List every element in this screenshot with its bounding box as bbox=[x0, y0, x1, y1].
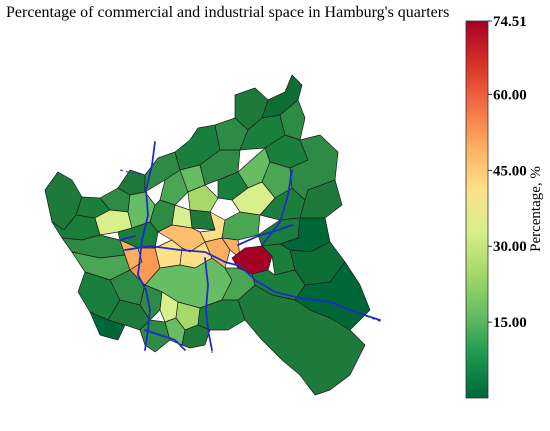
colorbar-tick-label: 60.00 bbox=[493, 87, 527, 103]
quarter-west-5 bbox=[89, 311, 126, 341]
colorbar-tick-label: 45.00 bbox=[493, 163, 527, 179]
quarter-cn-2 bbox=[187, 184, 219, 213]
colorbar-tick-label: 30.00 bbox=[493, 239, 527, 255]
quarter-e-9 bbox=[237, 284, 366, 396]
waterway-extensions bbox=[119, 169, 383, 355]
river-east bbox=[237, 224, 293, 246]
waterway-extension-southeast bbox=[354, 311, 383, 323]
quarter-s-2 bbox=[221, 267, 256, 301]
colorbar-label: Percentage, % bbox=[528, 166, 544, 252]
colorbar-gradient bbox=[465, 20, 489, 399]
river-central bbox=[124, 245, 241, 267]
quarter-n-8 bbox=[279, 99, 306, 141]
river-connector bbox=[119, 235, 136, 241]
river-north-west bbox=[137, 141, 156, 276]
quarter-s-9 bbox=[181, 324, 211, 349]
colorbar-tick-label: 15.00 bbox=[493, 315, 527, 331]
river-north-east bbox=[261, 169, 293, 246]
colorbar-ticks: 74.51 60.00 45.00 30.00 15.00 bbox=[488, 14, 527, 331]
waterways bbox=[119, 141, 381, 351]
waterway-extension-east bbox=[291, 224, 301, 229]
river-west-south bbox=[137, 274, 151, 351]
quarter-cn-1 bbox=[159, 169, 189, 206]
river-south-west bbox=[144, 329, 186, 351]
quarter-s-6 bbox=[197, 299, 246, 331]
colorbar-tick-label: 74.51 bbox=[493, 14, 527, 30]
river-south bbox=[204, 257, 213, 351]
map-title: Percentage of commercial and industrial … bbox=[6, 4, 450, 21]
